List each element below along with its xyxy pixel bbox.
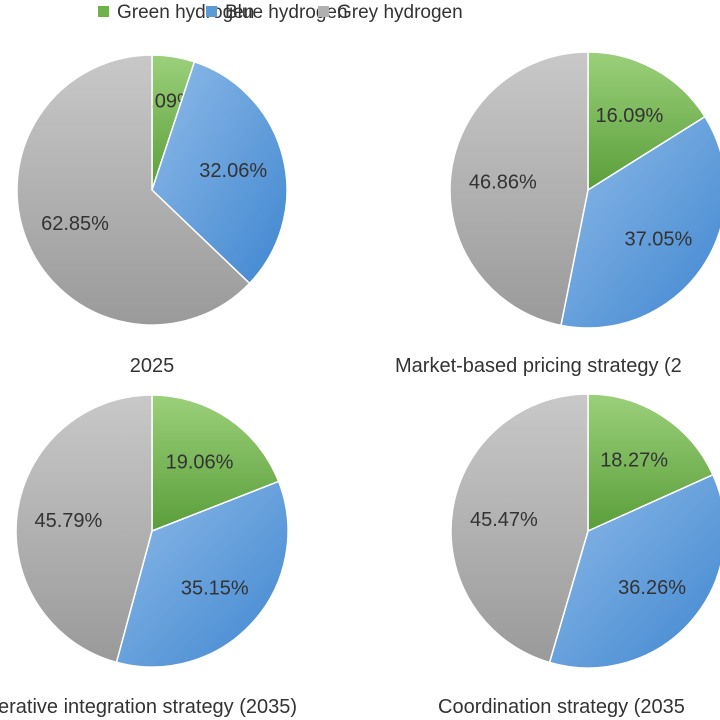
- slice-green: [587, 51, 706, 192]
- legend-swatch-green: [98, 6, 109, 17]
- data-label-blue: 32.06%: [199, 160, 267, 182]
- slice-grey: [450, 393, 589, 664]
- data-label-grey: 45.79%: [34, 510, 102, 532]
- data-label-green: 19.06%: [166, 451, 234, 473]
- pie-title: Market-based pricing strategy (2: [395, 355, 682, 377]
- pie-title: Coordination strategy (2035: [438, 696, 685, 718]
- legend-label-green: Green hydrogen: [117, 2, 254, 23]
- slice-grey: [16, 54, 251, 326]
- pie-title: 2025: [130, 355, 175, 377]
- slice-grey: [449, 51, 589, 327]
- pie-title: erative integration strategy (2035): [0, 696, 297, 718]
- slice-blue: [115, 480, 289, 668]
- data-label-blue: 37.05%: [624, 229, 692, 251]
- legend-label-blue: Blue hydrogen: [225, 2, 348, 23]
- data-label-blue: 36.26%: [618, 577, 686, 599]
- slice-blue: [151, 60, 288, 285]
- slice-grey: [15, 394, 153, 664]
- pie-3: 19.06% 35.15% 45.79% erative integration st…: [0, 394, 297, 718]
- data-label-green: 18.27%: [600, 450, 668, 472]
- data-label-grey: 46.86%: [469, 172, 537, 194]
- pie-1: 5.09%32.06%62.85%2025: [16, 54, 288, 377]
- pie-2: 16.09% 37.05% 46.86% Market-based pricing s…: [395, 51, 720, 377]
- pie-4: 18.27% 36.26% 45.47% Coordination strategy …: [438, 393, 720, 718]
- legend: Green hydrogen Blue hydrogen Grey hydrog…: [98, 2, 463, 23]
- slice-green: [587, 393, 714, 533]
- data-label-blue: 35.15%: [181, 577, 249, 599]
- data-label-grey: 62.85%: [41, 213, 109, 235]
- slice-green: [151, 394, 280, 533]
- legend-swatch-blue: [206, 6, 217, 17]
- data-label-grey: 45.47%: [470, 509, 538, 531]
- slice-blue: [548, 473, 720, 669]
- slice-blue: [560, 115, 720, 329]
- data-label-green: 16.09%: [596, 105, 664, 127]
- legend-label-grey: Grey hydrogen: [337, 2, 463, 23]
- legend-swatch-grey: [318, 6, 329, 17]
